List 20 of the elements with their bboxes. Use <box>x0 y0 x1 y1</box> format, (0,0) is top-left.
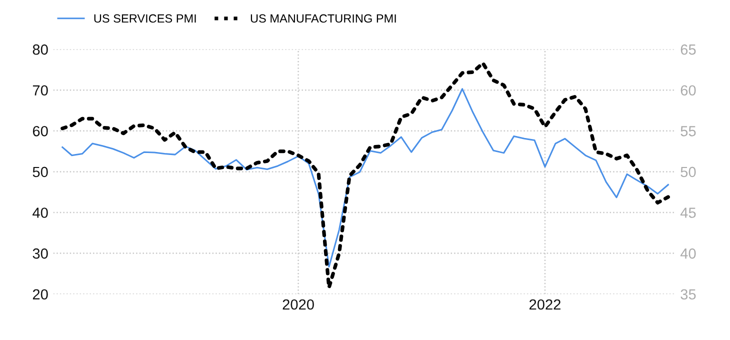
legend-label: US SERVICES PMI <box>94 14 196 23</box>
y-tick-label: 30 <box>32 248 48 259</box>
y-tick-label: 80 <box>32 44 48 55</box>
y-tick-label: 60 <box>32 126 48 136</box>
y2-tick-label: 50 <box>680 166 696 178</box>
y2-tick-label: 45 <box>680 208 696 218</box>
y-tick-label: 50 <box>32 166 48 178</box>
y2-tick-label: 55 <box>680 126 696 136</box>
x-tick-label: 2020 <box>282 299 314 310</box>
y2-tick-label: 40 <box>680 248 696 259</box>
y-tick-label: 70 <box>32 85 48 96</box>
y2-tick-label: 35 <box>680 289 696 300</box>
x-tick-label: 2022 <box>530 299 560 310</box>
legend-label: US MANUFACTURING PMI <box>250 14 396 23</box>
line-series <box>62 88 669 268</box>
y2-tick-label: 60 <box>680 85 696 96</box>
line-series <box>60 61 670 290</box>
y-tick-label: 20 <box>32 289 48 300</box>
y-tick-label: 40 <box>32 208 48 218</box>
y2-tick-label: 65 <box>680 44 696 55</box>
